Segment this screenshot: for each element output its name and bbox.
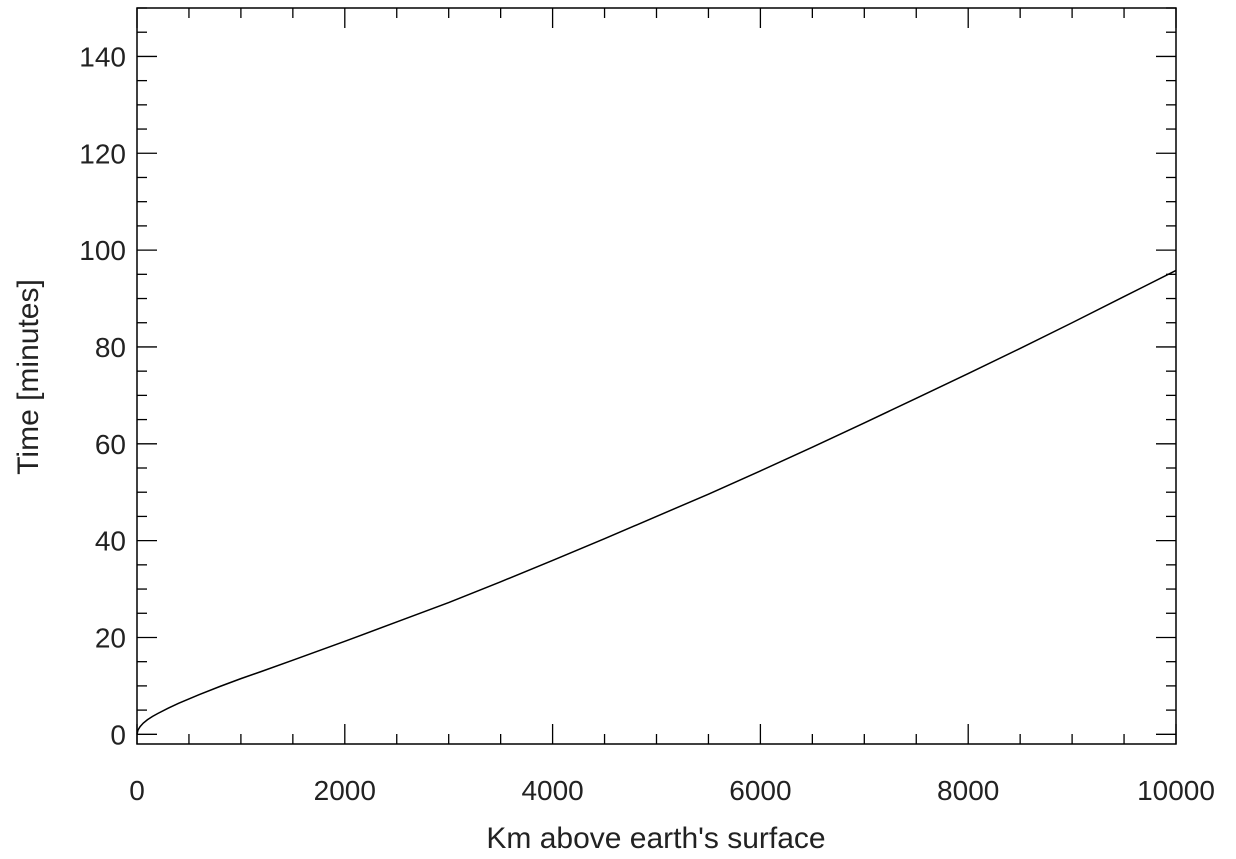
x-tick-label: 0 xyxy=(129,775,145,806)
y-tick-label: 40 xyxy=(95,526,126,557)
y-tick-label: 20 xyxy=(95,622,126,653)
x-tick-label: 8000 xyxy=(937,775,999,806)
x-tick-label: 6000 xyxy=(729,775,791,806)
series-line xyxy=(136,269,1177,735)
y-tick-label: 0 xyxy=(110,719,126,750)
x-tick-label: 2000 xyxy=(314,775,376,806)
y-axis-title: Time [minutes] xyxy=(12,279,45,475)
x-tick-label: 10000 xyxy=(1137,775,1215,806)
y-tick-label: 120 xyxy=(79,138,126,169)
y-tick-label: 100 xyxy=(79,235,126,266)
x-axis-title: Km above earth's surface xyxy=(486,822,825,855)
y-tick-label: 80 xyxy=(95,332,126,363)
y-tick-label: 140 xyxy=(79,41,126,72)
x-tick-label: 4000 xyxy=(521,775,583,806)
plot-frame xyxy=(136,7,1177,745)
tick-marks xyxy=(136,7,1177,744)
tick-labels: 0 2000 4000 6000 8000 10000 0 20 40 60 80 100 120 140 xyxy=(79,41,1215,806)
y-tick-label: 60 xyxy=(95,429,126,460)
